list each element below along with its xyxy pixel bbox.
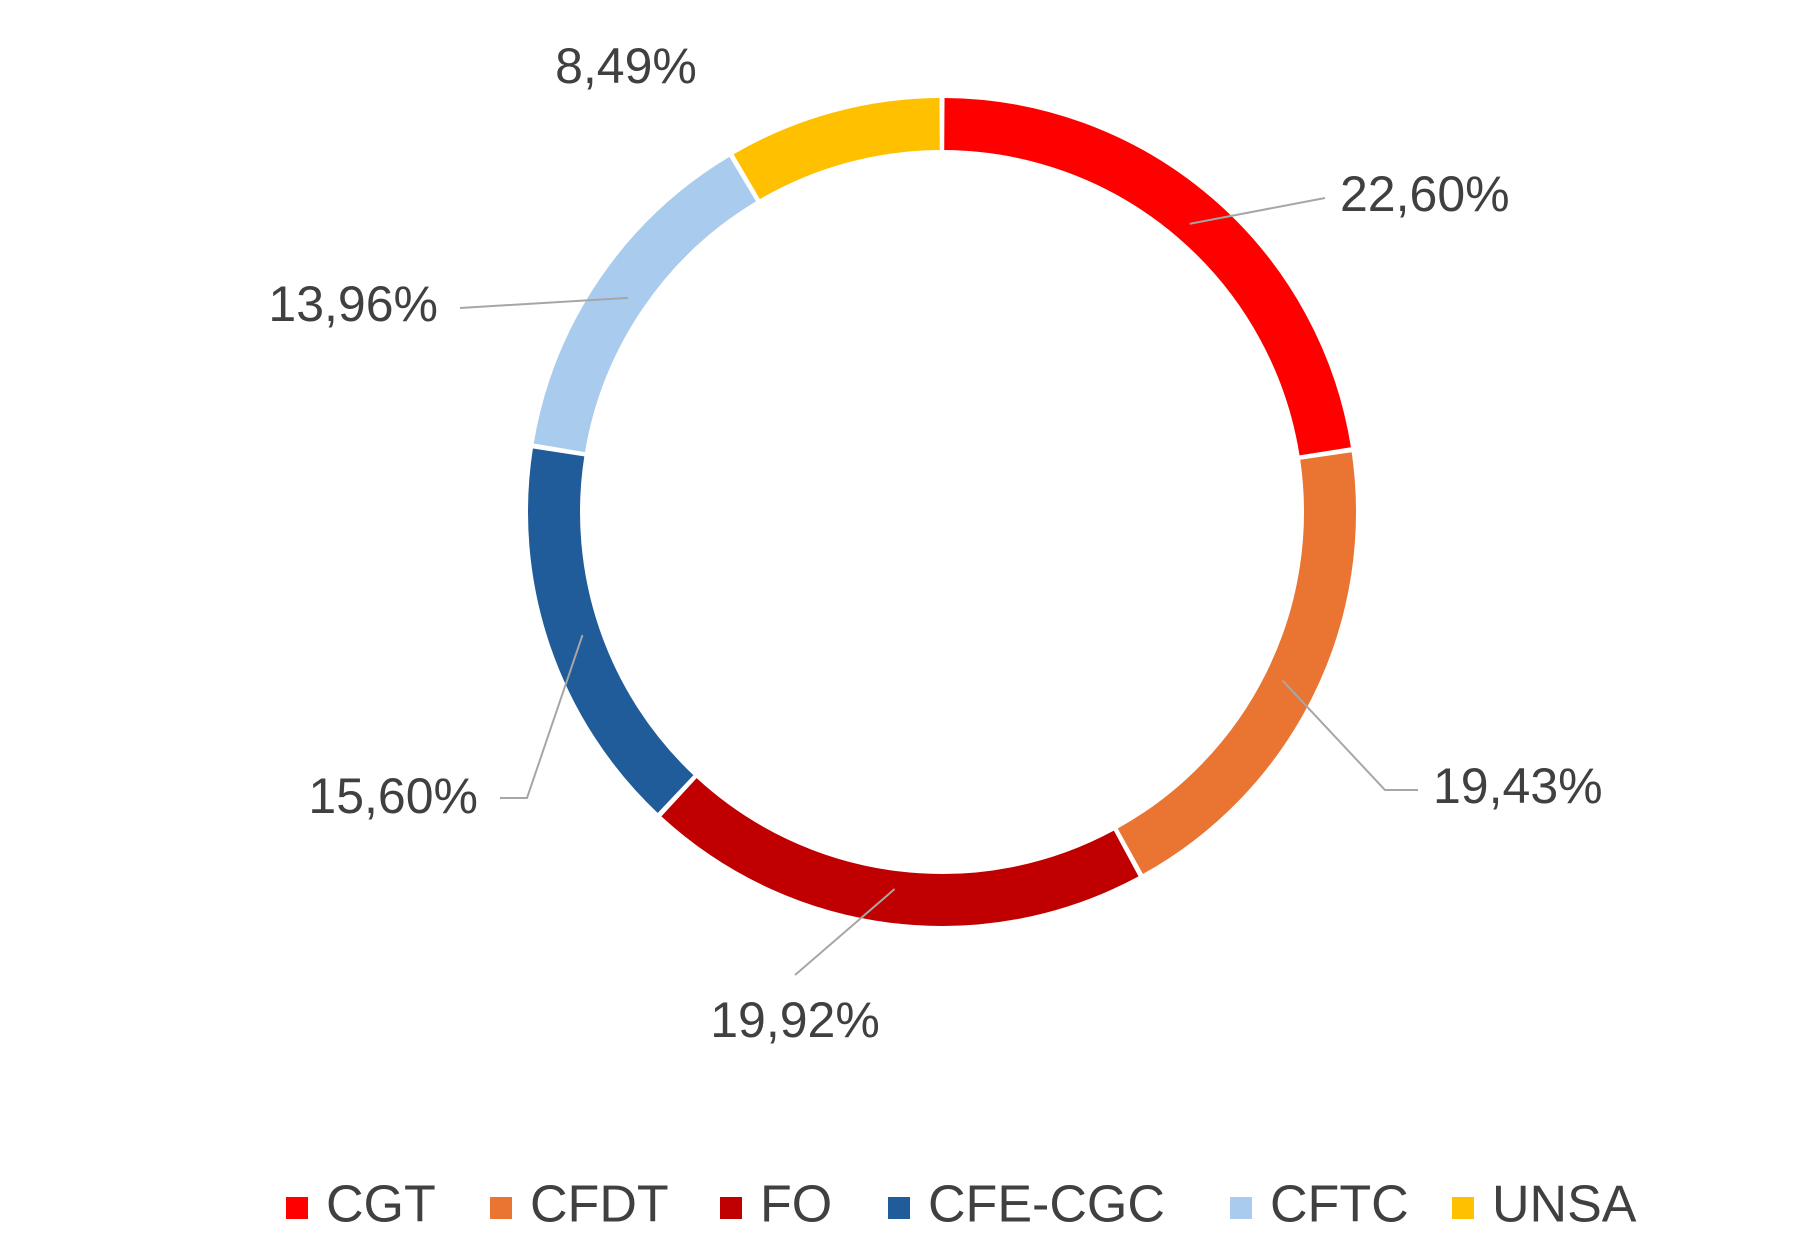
leader-line-fo [794, 888, 896, 976]
legend-item-cgt: CGT [286, 1176, 436, 1234]
leader-lines [459, 197, 1418, 976]
legend-label-unsa: UNSA [1492, 1176, 1637, 1234]
slice-unsa [733, 98, 941, 200]
leader-line-cgt [1189, 197, 1326, 225]
slice-cfe-cgc [528, 448, 694, 813]
data-label-cgt: 22,60% [1340, 166, 1510, 222]
leader-line-cftc [459, 296, 629, 309]
legend-swatch-cgt [286, 1197, 308, 1219]
data-label-unsa: 8,49% [555, 38, 697, 94]
leader-line-cfdt [1281, 679, 1418, 791]
legend-item-cfdt: CFDT [490, 1176, 669, 1234]
data-labels: 22,60% 19,43% 19,92% 15,60% 13,96% 8,49% [268, 38, 1602, 1048]
legend-item-unsa: UNSA [1452, 1176, 1637, 1234]
legend-item-fo: FO [720, 1176, 832, 1234]
legend-swatch-cfe-cgc [888, 1197, 910, 1219]
legend-swatch-cfdt [490, 1197, 512, 1219]
legend-swatch-cftc [1230, 1197, 1252, 1219]
legend-label-cftc: CFTC [1270, 1176, 1409, 1234]
slice-fo [661, 778, 1139, 926]
slice-cftc [533, 156, 757, 453]
data-label-cftc: 13,96% [268, 276, 438, 332]
legend: CGT CFDT FO CFE-CGC CFTC UNSA [286, 1176, 1637, 1234]
legend-label-fo: FO [760, 1176, 832, 1234]
legend-label-cfdt: CFDT [530, 1176, 669, 1234]
leader-line-cfe-cgc [500, 634, 584, 799]
slice-cgt [944, 98, 1351, 456]
donut-slices [528, 98, 1356, 926]
legend-item-cfe-cgc: CFE-CGC [888, 1176, 1165, 1234]
data-label-fo: 19,92% [710, 992, 880, 1048]
data-label-cfe-cgc: 15,60% [308, 768, 478, 824]
legend-item-cftc: CFTC [1230, 1176, 1409, 1234]
slice-cfdt [1117, 452, 1356, 874]
legend-label-cfe-cgc: CFE-CGC [928, 1176, 1165, 1234]
legend-swatch-fo [720, 1197, 742, 1219]
legend-label-cgt: CGT [326, 1176, 436, 1234]
data-label-cfdt: 19,43% [1433, 758, 1603, 814]
legend-swatch-unsa [1452, 1197, 1474, 1219]
